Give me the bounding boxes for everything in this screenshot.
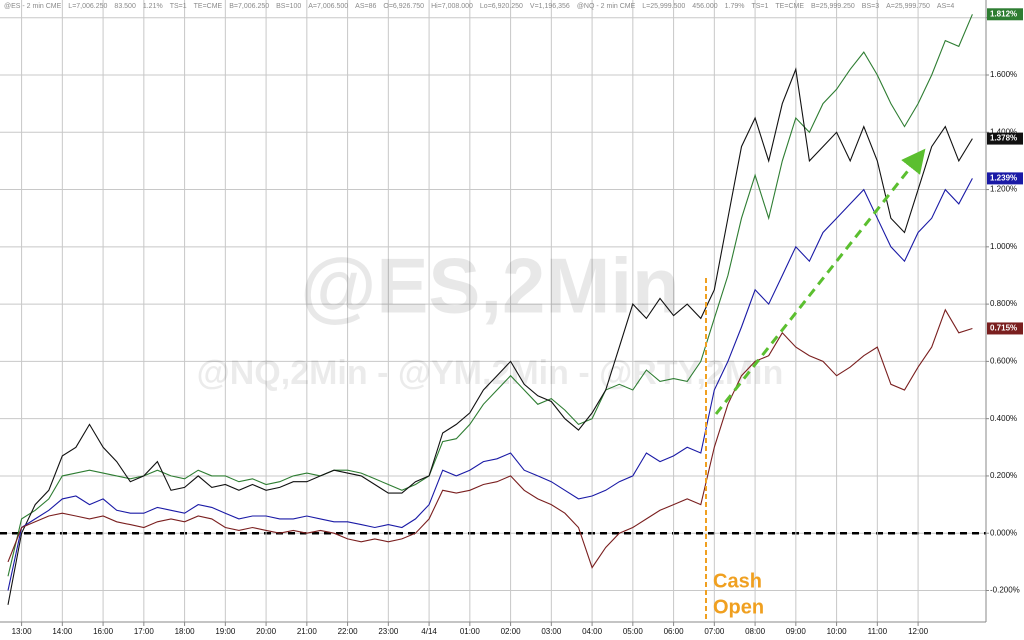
header-item: BS=3 (862, 3, 879, 10)
last-value-label: 1.239% (990, 173, 1017, 182)
x-tick-label: 14:00 (52, 627, 73, 636)
watermark-sub: @NQ,2Min - @YM,2Min - @RTY,2Min (197, 354, 784, 392)
x-tick-label: 16:00 (93, 627, 114, 636)
x-tick-label: 18:00 (175, 627, 196, 636)
x-tick-label: 08:00 (745, 627, 766, 636)
last-value-tag (987, 132, 1023, 145)
series-line (7, 67, 973, 605)
x-tick-label: 10:00 (827, 627, 848, 636)
trend-arrow (714, 148, 926, 415)
y-tick-label: 0.600% (990, 356, 1017, 365)
x-tick-label: 04:00 (582, 627, 603, 636)
x-tick-label: 02:00 (501, 627, 522, 636)
y-tick-label: 0.000% (990, 528, 1017, 537)
x-tick-label: 09:00 (786, 627, 807, 636)
header-item: 83.500 (114, 3, 136, 10)
last-value-tag (987, 172, 1023, 185)
header-item: AS=86 (355, 3, 376, 10)
header-item: B=7,006.250 (229, 3, 269, 10)
header-item: @ES - 2 min CME (4, 3, 62, 10)
watermark: @ES,2Min @NQ,2Min - @YM,2Min - @RTY,2Min (197, 242, 784, 392)
header-item: B=25,999.250 (811, 3, 855, 10)
last-value-tag (987, 8, 1023, 21)
header-item: L=7,006.250 (68, 3, 107, 10)
header-item: O=6,926.750 (383, 3, 424, 10)
y-tick-label: 1.600% (990, 70, 1017, 79)
last-value-tag (987, 322, 1023, 335)
header-item: L=25,999.500 (642, 3, 685, 10)
x-tick-label: 19:00 (215, 627, 236, 636)
y-tick-label: -0.200% (990, 586, 1020, 595)
series-line (7, 178, 973, 591)
x-tick-label: 12:00 (908, 627, 929, 636)
x-tick-label: 13:00 (12, 627, 33, 636)
x-tick-label: 17:00 (134, 627, 155, 636)
x-tick-label: 01:00 (460, 627, 481, 636)
header-item: TS=1 (751, 3, 768, 10)
x-tick-label: 20:00 (256, 627, 277, 636)
header-item: A=7,006.500 (308, 3, 348, 10)
x-tick-label: 4/14 (421, 627, 437, 636)
header-item: BS=100 (276, 3, 301, 10)
series-line (7, 14, 973, 577)
y-tick-label: 1.000% (990, 242, 1017, 251)
grid (0, 0, 986, 622)
x-tick-label: 07:00 (704, 627, 725, 636)
x-tick-label: 06:00 (664, 627, 685, 636)
last-value-label: 0.715% (990, 324, 1017, 333)
header-item: 1.21% (143, 3, 163, 10)
header-item: AS=4 (937, 3, 954, 10)
x-tick-label: 21:00 (297, 627, 318, 636)
x-tick-label: 05:00 (623, 627, 644, 636)
header-item: TE=CME (775, 3, 804, 10)
y-tick-label: 0.200% (990, 471, 1017, 480)
lines (7, 14, 973, 605)
header-item: A=25,999.750 (886, 3, 930, 10)
annotation: Open (713, 596, 764, 618)
x-tick-label: 11:00 (868, 627, 888, 636)
header: @ES - 2 min CME L=7,006.250 83.500 1.21% TS=… (4, 3, 954, 10)
last-value-label: 1.812% (990, 9, 1017, 18)
x-tick-label: 22:00 (338, 627, 359, 636)
header-item: 456.000 (692, 3, 717, 10)
watermark-main: @ES,2Min (300, 242, 679, 330)
header-item: Hi=7,008.000 (431, 3, 473, 10)
header-item: TS=1 (170, 3, 187, 10)
header-item: @NQ - 2 min CME (577, 3, 636, 10)
y-tick-label: 1.400% (990, 127, 1017, 136)
y-tick-label: 0.800% (990, 299, 1017, 308)
header-item: V=1,196,356 (530, 3, 570, 10)
header-item: 1.79% (725, 3, 745, 10)
header-item: Lo=6,920.250 (480, 3, 523, 10)
y-tick-label: 0.400% (990, 414, 1017, 423)
x-tick-label: 23:00 (378, 627, 399, 636)
last-value-label: 1.378% (990, 134, 1017, 143)
annotation: Cash (713, 570, 762, 592)
header-item: TE=CME (194, 3, 223, 10)
x-tick-label: 03:00 (541, 627, 562, 636)
y-tick-label: 1.200% (990, 185, 1017, 194)
series-line (7, 308, 973, 569)
